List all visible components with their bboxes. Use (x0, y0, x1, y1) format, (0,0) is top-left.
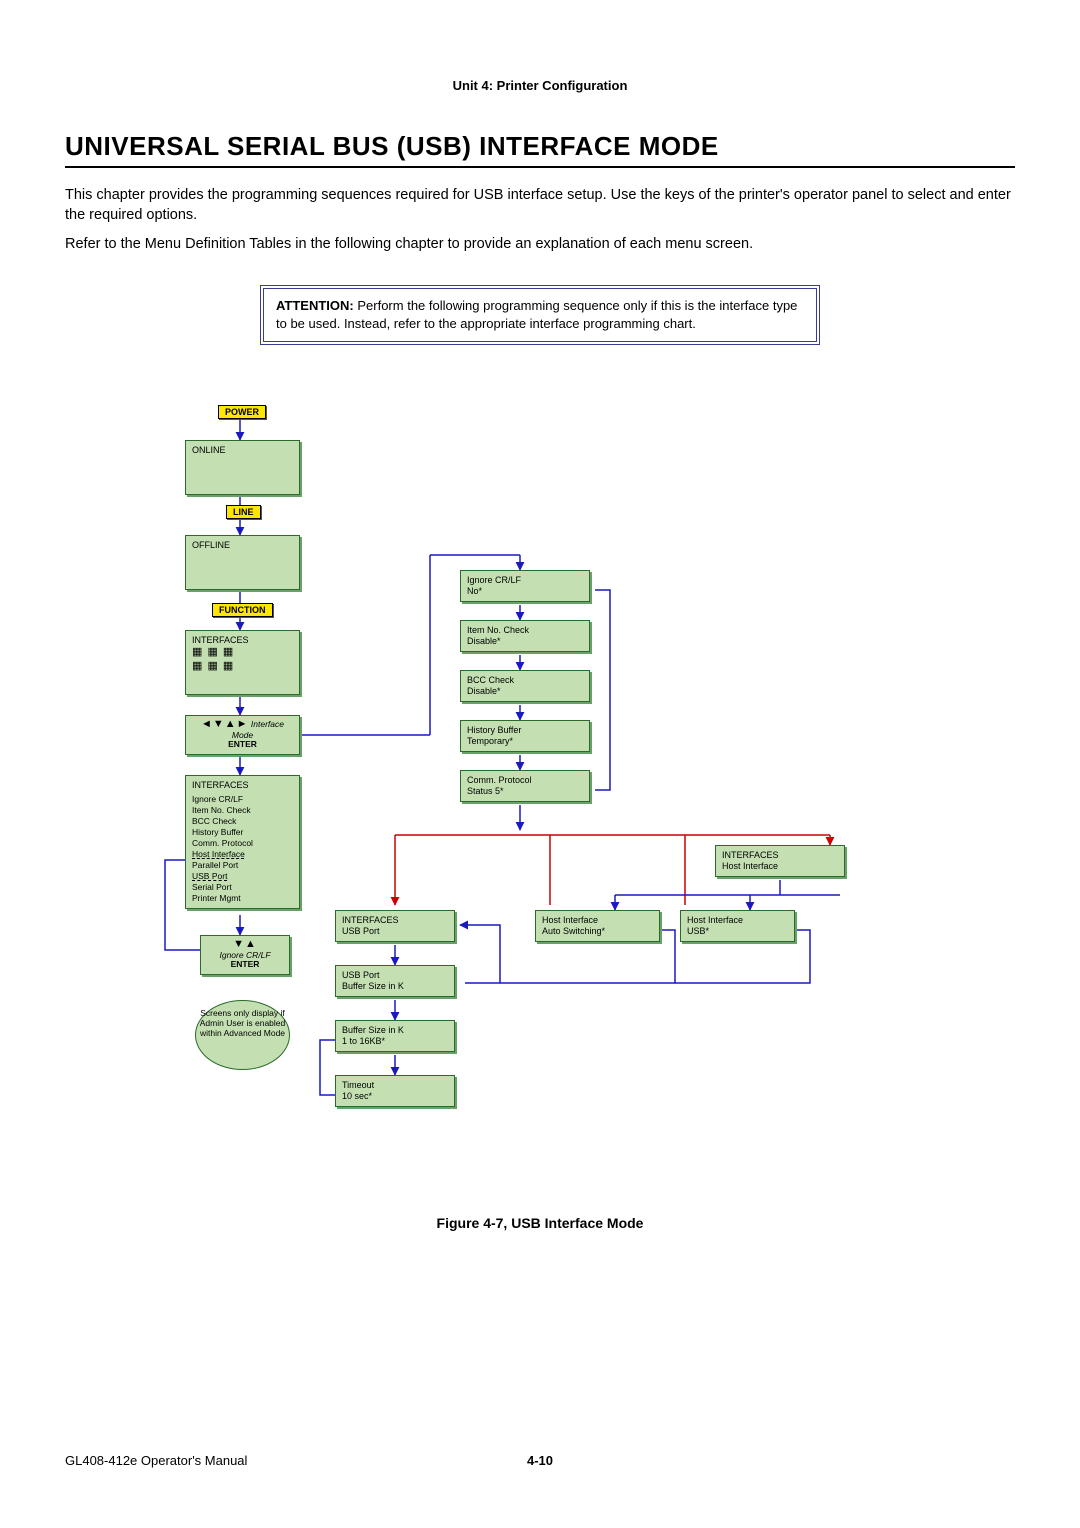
intro-paragraph-2: Refer to the Menu Definition Tables in t… (65, 235, 1015, 255)
node-l1: Item No. Check (467, 625, 583, 636)
node-l2: Buffer Size in K (342, 981, 448, 992)
menu-item: Serial Port (192, 882, 232, 892)
node-l1: BCC Check (467, 675, 583, 686)
flowchart: POWER LINE FUNCTION ONLINE OFFLINE INTER… (140, 405, 940, 1175)
page-title: UNIVERSAL SERIAL BUS (USB) INTERFACE MOD… (65, 131, 1015, 162)
node-l2: USB* (687, 926, 788, 937)
online-node: ONLINE (185, 440, 300, 495)
node-l1: History Buffer (467, 725, 583, 736)
node-l2: Temporary* (467, 736, 583, 747)
comm-protocol-node: Comm. Protocol Status 5* (460, 770, 590, 802)
menu-item: Parallel Port (192, 860, 238, 870)
menu-item: BCC Check (192, 816, 236, 826)
function-chip: FUNCTION (212, 603, 273, 617)
unit-header: Unit 4: Printer Configuration (0, 0, 1080, 93)
menu-item: USB Port (192, 871, 227, 881)
attention-box: ATTENTION: Perform the following program… (260, 285, 820, 345)
page-footer: GL408-412e Operator's Manual 4-10 (65, 1453, 1015, 1468)
timeout-node: Timeout 10 sec* (335, 1075, 455, 1107)
host-auto-node: Host Interface Auto Switching* (535, 910, 660, 942)
power-chip: POWER (218, 405, 266, 419)
nav-ignore-crlf: ▼▲ Ignore CR/LF ENTER (200, 935, 290, 975)
node-l1: Comm. Protocol (467, 775, 583, 786)
interfaces-icons-node: INTERFACES ▦ ▦ ▦▦ ▦ ▦ (185, 630, 300, 695)
node-l1: Host Interface (687, 915, 788, 926)
node-l1: Host Interface (542, 915, 653, 926)
interfaces-usb-node: INTERFACES USB Port (335, 910, 455, 942)
menu-item: Host Interface (192, 849, 245, 859)
enter-label-1: ENTER (228, 739, 257, 749)
line-chip: LINE (226, 505, 261, 519)
buffer-size-node: Buffer Size in K 1 to 16KB* (335, 1020, 455, 1052)
offline-label: OFFLINE (192, 540, 293, 551)
attention-label: ATTENTION: (276, 298, 354, 313)
node-l1: INTERFACES (722, 850, 838, 861)
offline-node: OFFLINE (185, 535, 300, 590)
nav1-l1: Interface (251, 719, 284, 729)
usb-buffer-node: USB Port Buffer Size in K (335, 965, 455, 997)
manual-name: GL408-412e Operator's Manual (65, 1453, 247, 1468)
nav1-l2: Mode (232, 730, 253, 740)
nav-arrows-icon: ◄▼▲► (201, 718, 249, 730)
node-l1: Ignore CR/LF (467, 575, 583, 586)
node-l1: Timeout (342, 1080, 448, 1091)
menu-item: Ignore CR/LF (192, 794, 243, 804)
admin-note-oval: Screens only display if Admin User is en… (195, 1000, 290, 1070)
node-l1: USB Port (342, 970, 448, 981)
node-l2: Disable* (467, 686, 583, 697)
menu-item: Comm. Protocol (192, 838, 253, 848)
itemno-node: Item No. Check Disable* (460, 620, 590, 652)
title-rule (65, 166, 1015, 168)
host-usb-node: Host Interface USB* (680, 910, 795, 942)
node-l2: Disable* (467, 636, 583, 647)
bcc-node: BCC Check Disable* (460, 670, 590, 702)
nav-arrows-icon: ▼▲ (233, 938, 257, 950)
interfaces-menu-list: INTERFACES Ignore CR/LF Item No. Check B… (185, 775, 300, 909)
enter-label-2: ENTER (231, 959, 260, 969)
ignore-crlf-node: Ignore CR/LF No* (460, 570, 590, 602)
intro-paragraph-1: This chapter provides the programming se… (65, 186, 1015, 225)
menu-item: Item No. Check (192, 805, 251, 815)
page-number: 4-10 (527, 1453, 553, 1468)
attention-text: Perform the following programming sequen… (276, 298, 797, 331)
node-l2: Auto Switching* (542, 926, 653, 937)
interfaces-icons-label: INTERFACES (192, 635, 293, 646)
figure-caption: Figure 4-7, USB Interface Mode (0, 1215, 1080, 1231)
online-label: ONLINE (192, 445, 293, 456)
menu-item: History Buffer (192, 827, 243, 837)
menu-item: Printer Mgmt (192, 893, 241, 903)
node-l2: USB Port (342, 926, 448, 937)
history-buffer-node: History Buffer Temporary* (460, 720, 590, 752)
menu-list-header: INTERFACES (192, 780, 293, 792)
node-l2: Host Interface (722, 861, 838, 872)
node-l2: 10 sec* (342, 1091, 448, 1102)
node-l1: Buffer Size in K (342, 1025, 448, 1036)
node-l2: 1 to 16KB* (342, 1036, 448, 1047)
nav2-l1: Ignore CR/LF (219, 950, 270, 960)
nav-interface-mode: ◄▼▲► Interface Mode ENTER (185, 715, 300, 755)
node-l2: Status 5* (467, 786, 583, 797)
node-l2: No* (467, 586, 583, 597)
node-l1: INTERFACES (342, 915, 448, 926)
interfaces-host-node: INTERFACES Host Interface (715, 845, 845, 877)
